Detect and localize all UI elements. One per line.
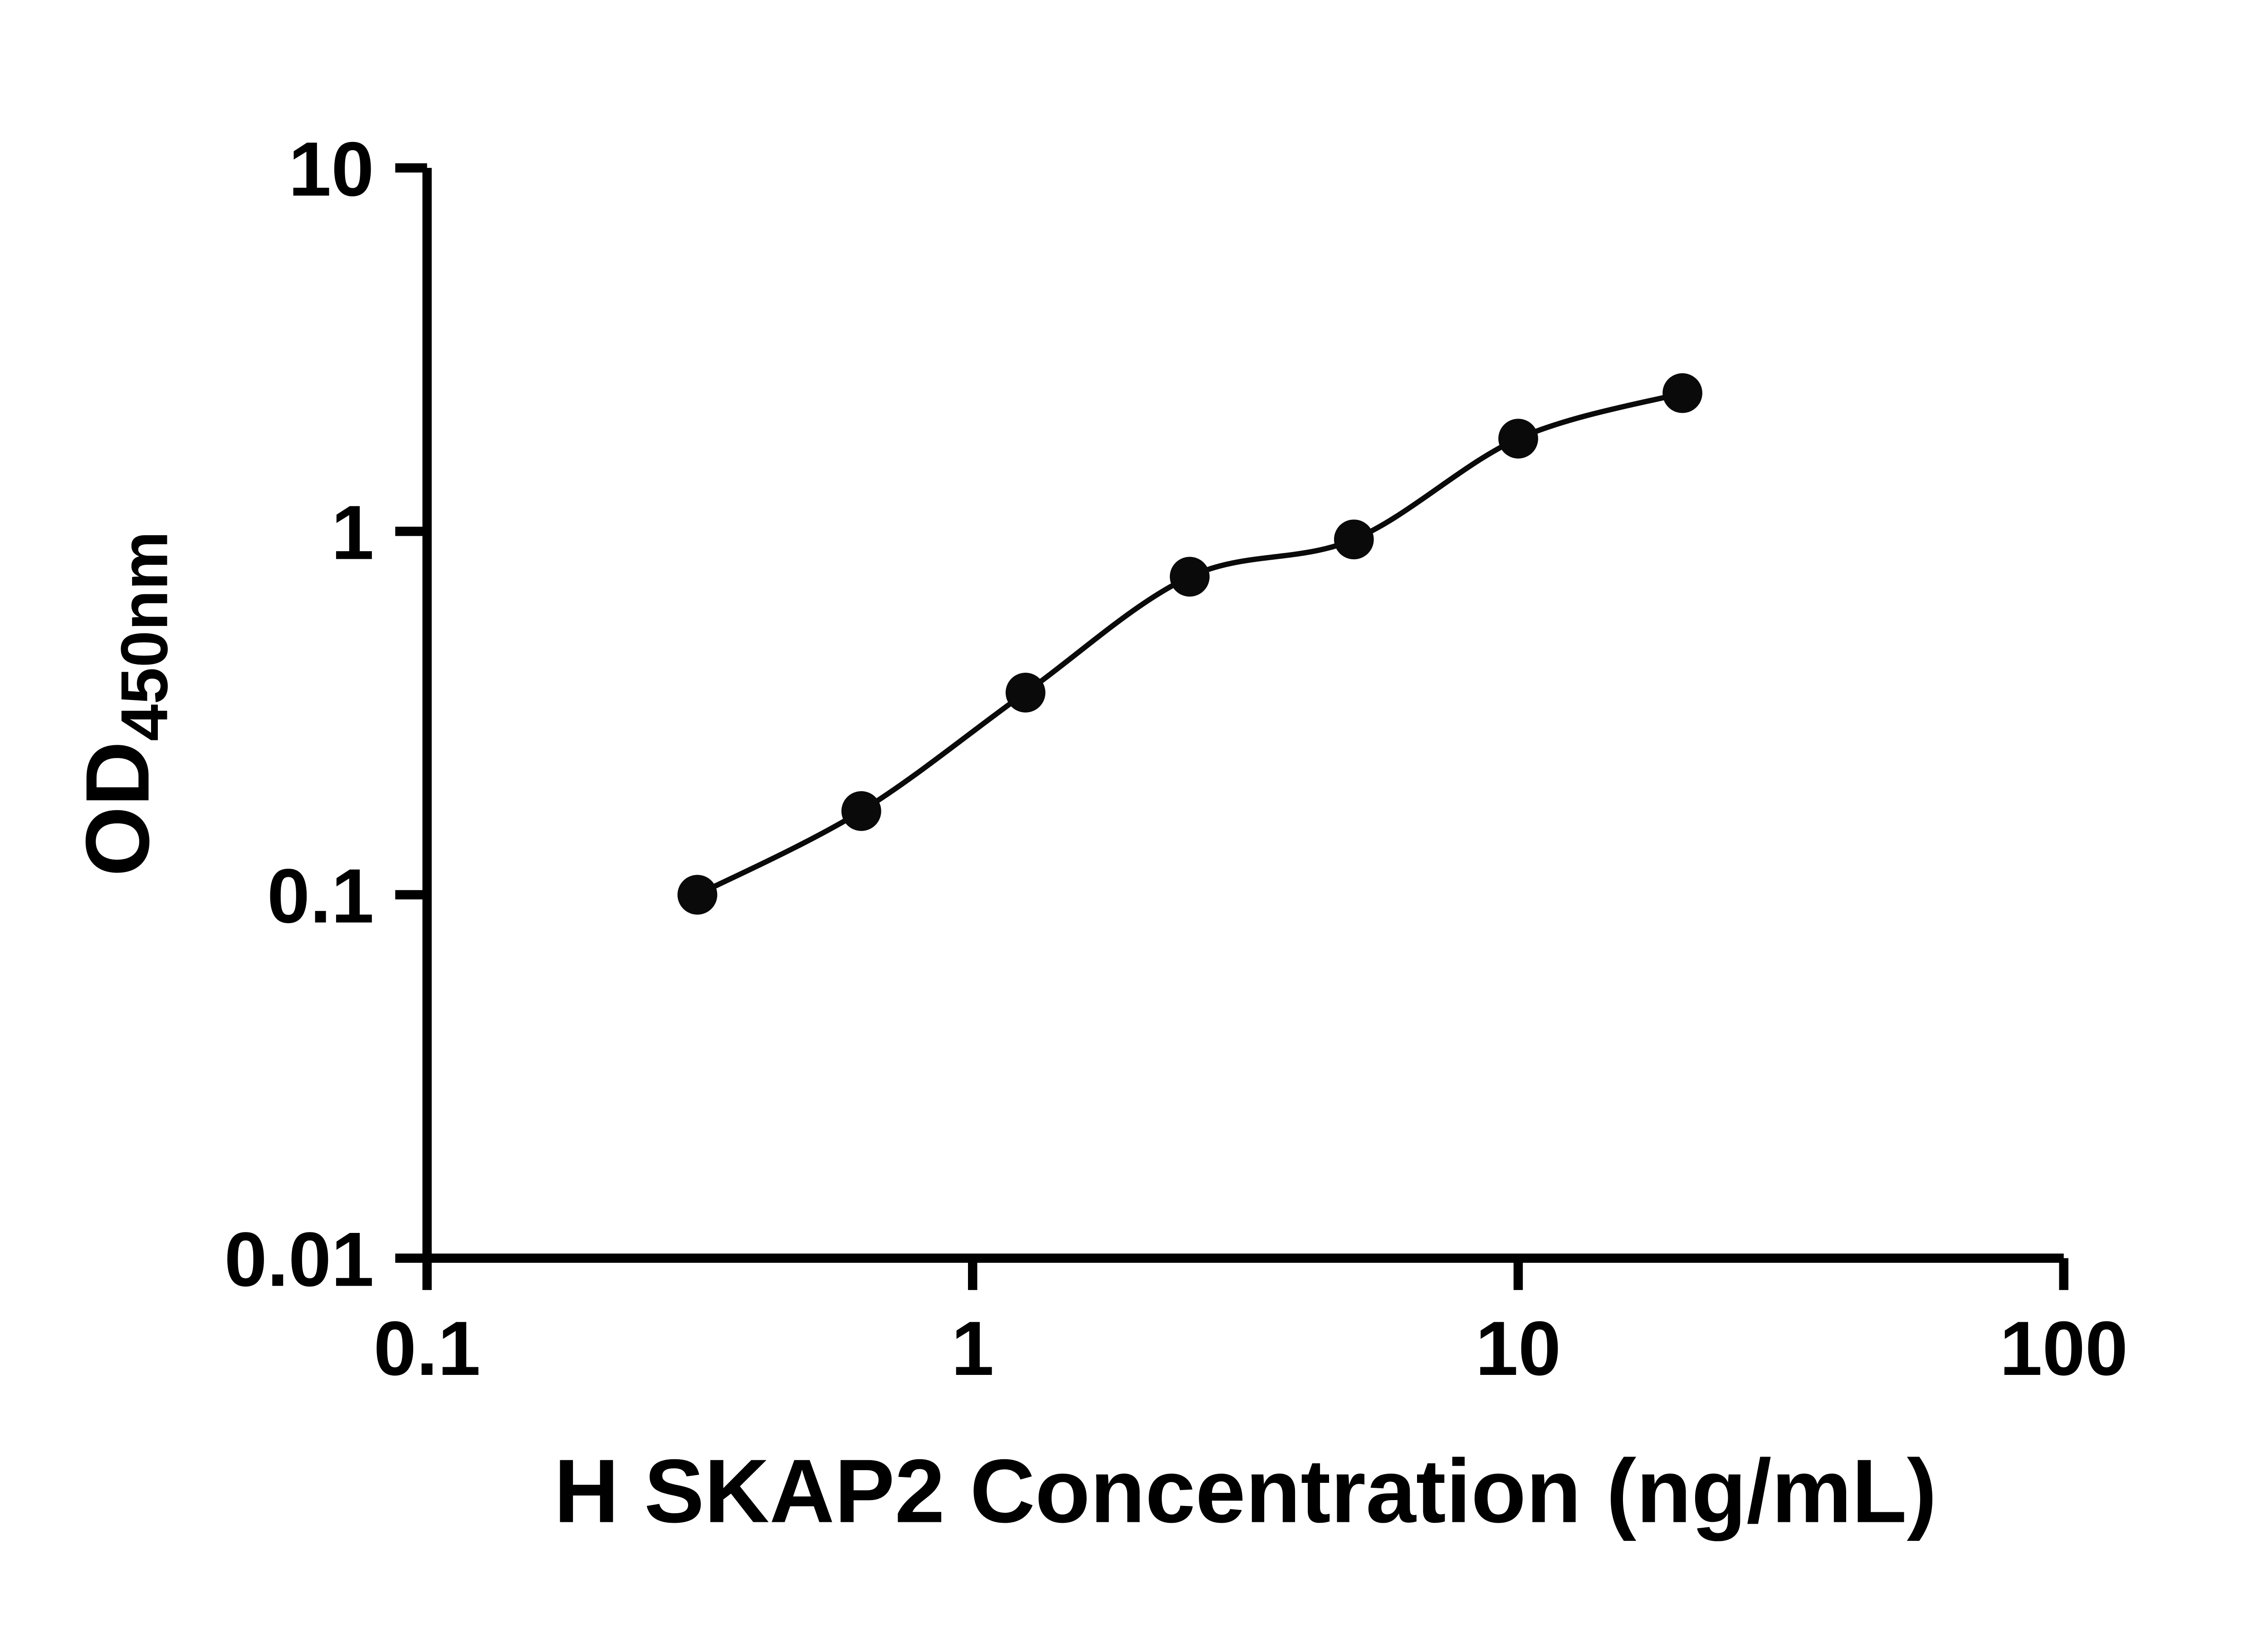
chart-background xyxy=(0,20,2268,1613)
y-axis-title: OD450nm xyxy=(67,531,181,876)
x-axis-title: H SKAP2 Concentration (ng/mL) xyxy=(554,1441,1937,1542)
data-point-1 xyxy=(841,791,881,831)
y-axis-tick-label-0.01: 0.01 xyxy=(224,1216,374,1302)
data-point-5 xyxy=(1498,419,1538,459)
x-axis-tick-label-0.1: 0.1 xyxy=(374,1305,481,1391)
y-axis-tick-label-10: 10 xyxy=(288,126,374,212)
y-axis-tick-label-1: 1 xyxy=(331,489,374,575)
x-axis-tick-label-1: 1 xyxy=(951,1305,994,1391)
x-axis-tick-label-10: 10 xyxy=(1476,1305,1561,1391)
x-axis-tick-label-100: 100 xyxy=(1999,1305,2128,1391)
data-point-6 xyxy=(1662,373,1702,413)
data-point-4 xyxy=(1334,519,1374,560)
y-axis-title-main: OD xyxy=(67,741,168,876)
data-point-3 xyxy=(1169,557,1210,597)
data-point-0 xyxy=(677,875,718,915)
y-axis-tick-label-0.1: 0.1 xyxy=(267,853,374,939)
data-point-2 xyxy=(1005,673,1046,713)
y-axis-title-subscript: 450nm xyxy=(107,531,181,741)
